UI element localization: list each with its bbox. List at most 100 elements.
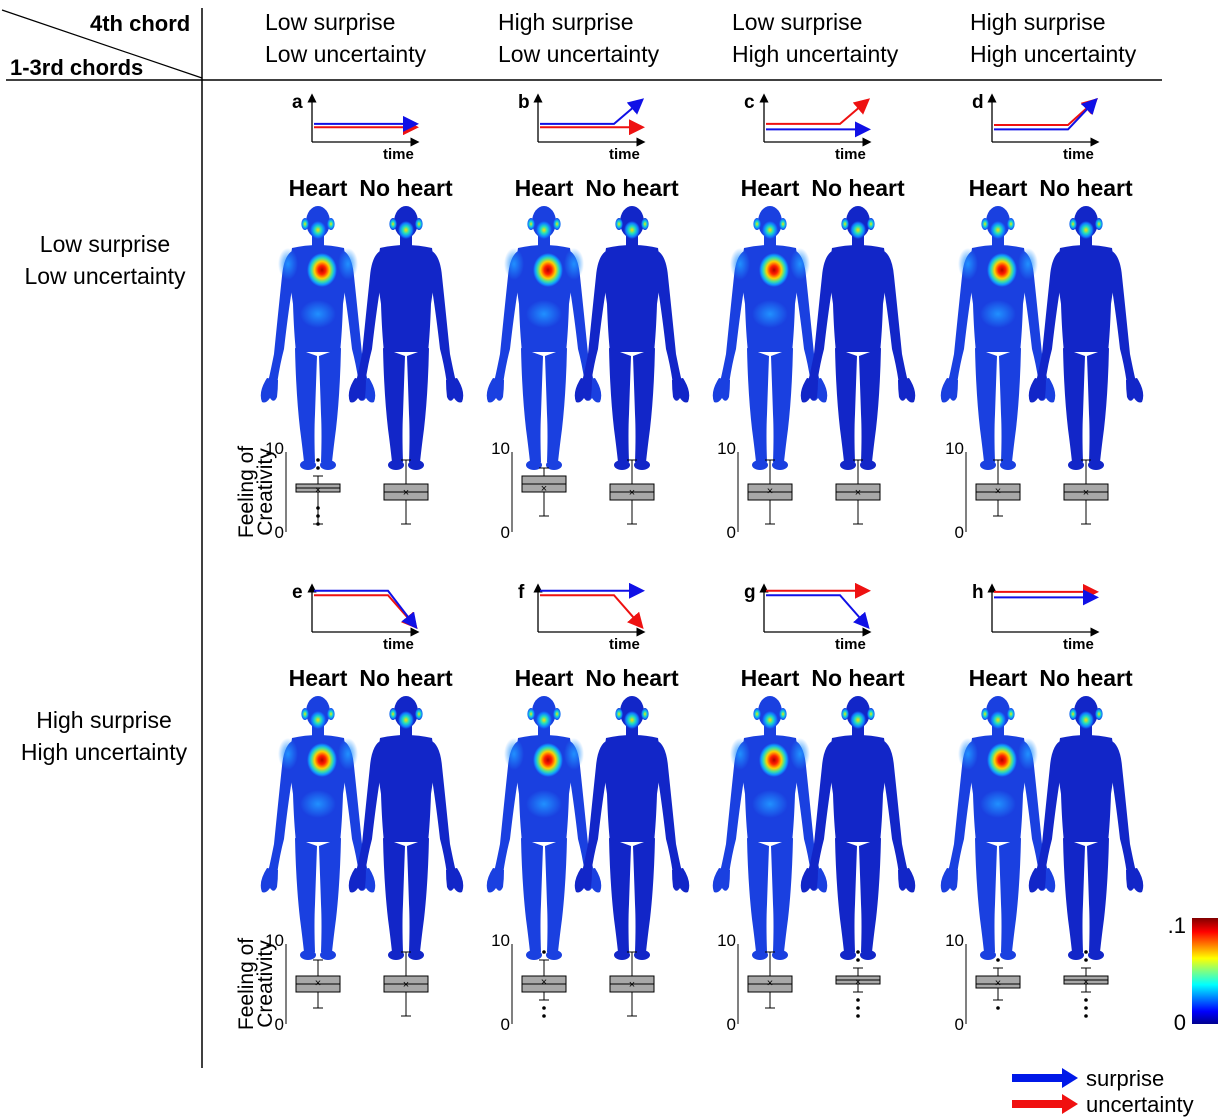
ear-activation	[779, 218, 787, 230]
legend-uncertainty-label: uncertainty	[1086, 1092, 1194, 1117]
face-activation	[310, 711, 326, 729]
boxplot-ymin-label: 0	[955, 1015, 964, 1034]
no-heart-label: No heart	[585, 175, 679, 201]
col-header-3: Low surprise High uncertainty	[732, 9, 899, 67]
time-label: time	[609, 146, 640, 163]
surprise-trace	[766, 594, 870, 630]
boxplot-heart: ×	[747, 459, 793, 525]
col-header-1: Low surprise Low uncertainty	[265, 9, 427, 67]
time-label: time	[609, 636, 640, 653]
no-heart-label: No heart	[359, 665, 453, 691]
body-map-heart	[260, 206, 376, 470]
panel-letter-b: b	[518, 92, 530, 113]
arm-activation	[958, 248, 978, 280]
face-activation	[398, 221, 414, 239]
ear-activation	[553, 218, 561, 230]
panel-c: c time Heart No heart 10 0 × ×	[712, 92, 916, 542]
boxplot-noheart: ×	[1063, 459, 1109, 525]
outlier-point	[542, 950, 546, 954]
boxplot-ymax-label: 10	[265, 931, 284, 950]
panel-letter-h: h	[972, 582, 984, 603]
arm-activation	[278, 248, 298, 280]
face-activation	[536, 221, 552, 239]
panel-e: e time Heart No heart 10 0 Feeling ofCreativit…	[235, 582, 464, 1034]
surprise-trace	[314, 589, 418, 630]
boxplot-ymax-label: 10	[491, 931, 510, 950]
boxplot-ymin-label: 0	[275, 1015, 284, 1034]
heart-label: Heart	[515, 665, 574, 691]
body-map-no-heart	[1028, 696, 1144, 960]
ear-activation	[615, 218, 623, 230]
outlier-point	[316, 466, 320, 470]
mean-marker: ×	[315, 485, 321, 497]
outlier-point	[542, 1014, 546, 1018]
ear-activation	[641, 218, 649, 230]
outlier-point	[1084, 1006, 1088, 1010]
uncertainty-arrow-head	[1062, 1094, 1078, 1114]
panel-letter-e: e	[292, 582, 303, 603]
face-activation	[1078, 221, 1094, 239]
face-activation	[990, 221, 1006, 239]
ear-activation	[527, 218, 535, 230]
abdomen-activation	[300, 300, 336, 328]
abdomen-activation	[752, 790, 788, 818]
ear-activation	[301, 708, 309, 720]
ear-activation	[641, 708, 649, 720]
face-activation	[990, 711, 1006, 729]
surprise-arrow-head	[1062, 1068, 1078, 1088]
panel-h: h time Heart No heart 10 0 × ×	[940, 582, 1144, 1034]
outlier-point	[316, 458, 320, 462]
boxplot-ylabel-2: Creativity	[254, 940, 277, 1028]
colorbar-max-label: .1	[1168, 913, 1186, 938]
body-map-no-heart	[348, 696, 464, 960]
abdomen-activation	[526, 790, 562, 818]
boxplot-heart: ×	[975, 459, 1021, 517]
colorbar-min-label: 0	[1174, 1010, 1186, 1035]
face-activation	[398, 711, 414, 729]
body-map-heart	[712, 696, 828, 960]
ear-activation	[1069, 218, 1077, 230]
boxplot-heart: ×	[295, 458, 341, 526]
body-map-heart	[712, 206, 828, 470]
surprise-trace	[540, 98, 645, 125]
heart-label: Heart	[741, 175, 800, 201]
ear-activation	[981, 708, 989, 720]
arm-activation	[1018, 738, 1038, 770]
mean-marker: ×	[629, 979, 635, 991]
arm-activation	[338, 738, 358, 770]
ear-activation	[527, 708, 535, 720]
body-map-heart	[940, 206, 1056, 470]
heart-label: Heart	[515, 175, 574, 201]
boxplot-ymin-label: 0	[501, 1015, 510, 1034]
outlier-point	[856, 998, 860, 1002]
col-header-2: High surprise Low uncertainty	[498, 9, 660, 67]
chest-activation	[307, 743, 337, 777]
boxplot-ylabel-1: Feeling of	[235, 446, 258, 538]
time-label: time	[383, 636, 414, 653]
ear-activation	[753, 218, 761, 230]
abdomen-activation	[980, 790, 1016, 818]
boxplot-heart: ×	[521, 467, 567, 517]
outlier-point	[316, 514, 320, 518]
uncertainty-trace	[994, 98, 1098, 126]
outlier-point	[1084, 998, 1088, 1002]
outlier-point	[856, 950, 860, 954]
uncertainty-trace	[314, 594, 418, 630]
arm-activation	[958, 738, 978, 770]
ear-activation	[753, 708, 761, 720]
outlier-point	[316, 522, 320, 526]
ear-activation	[389, 708, 397, 720]
outlier-point	[542, 1006, 546, 1010]
body-map-no-heart	[1028, 206, 1144, 470]
panel-letter-g: g	[744, 582, 756, 603]
boxplot-heart: ×	[295, 959, 341, 1009]
chest-activation	[533, 743, 563, 777]
ear-activation	[301, 218, 309, 230]
chest-activation	[759, 743, 789, 777]
boxplot-noheart: ×	[835, 950, 881, 1018]
boxplot-ymin-label: 0	[501, 523, 510, 542]
mean-marker: ×	[855, 977, 861, 989]
arm-activation	[338, 248, 358, 280]
